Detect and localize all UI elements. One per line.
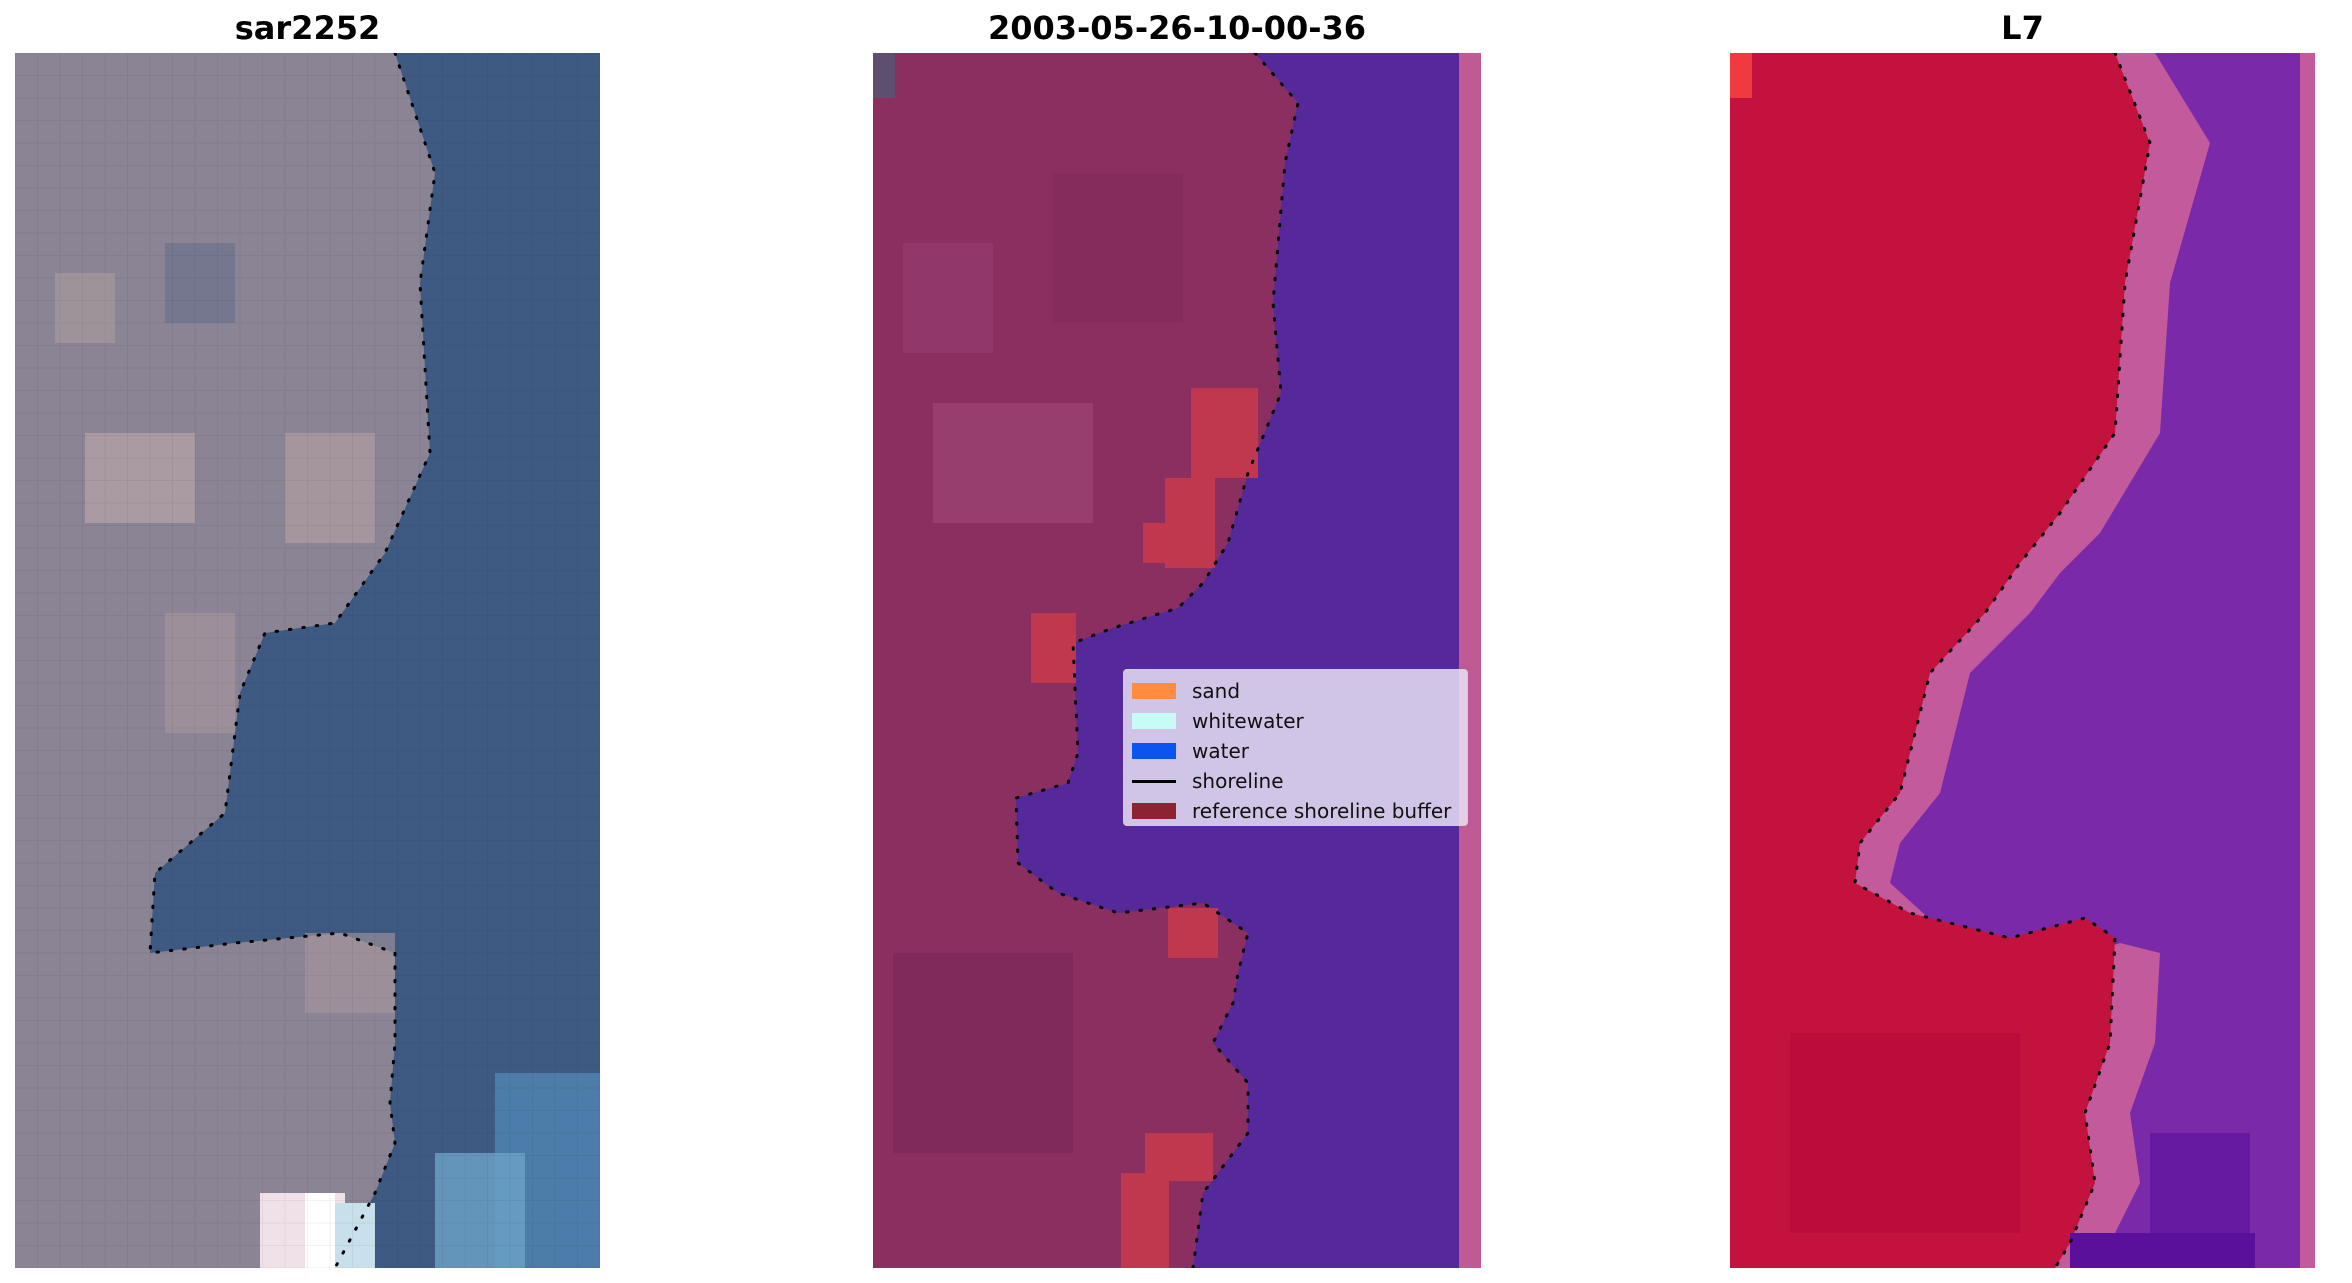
reference-buffer-patches xyxy=(1031,388,1258,1268)
panel-title-l7: L7 xyxy=(2001,9,2044,47)
l7-shoreline xyxy=(1853,53,2152,1268)
sar-image xyxy=(15,53,600,1268)
legend-swatch-reference-buffer xyxy=(1132,803,1176,819)
legend-swatch-whitewater xyxy=(1132,713,1176,729)
legend-label-reference-buffer: reference shoreline buffer xyxy=(1192,799,1452,823)
classified-image xyxy=(873,53,1481,1268)
legend-label-whitewater: whitewater xyxy=(1192,709,1304,733)
classified-shoreline xyxy=(1014,53,1300,1268)
legend-swatch-sand xyxy=(1132,683,1176,699)
legend-swatch-water xyxy=(1132,743,1176,759)
panel-title-date: 2003-05-26-10-00-36 xyxy=(987,9,1367,47)
classified-land-area xyxy=(873,53,1298,1268)
legend-swatch-shoreline xyxy=(1132,779,1176,783)
legend-item-shoreline: shoreline xyxy=(1132,766,1459,796)
legend-label-sand: sand xyxy=(1192,679,1241,703)
legend-label-shoreline: shoreline xyxy=(1192,769,1284,793)
sar-image-panel xyxy=(15,53,600,1268)
legend-item-water: water xyxy=(1132,736,1459,766)
legend-item-reference-buffer: reference shoreline buffer xyxy=(1132,796,1459,826)
legend-label-water: water xyxy=(1192,739,1249,763)
classified-image-panel xyxy=(873,53,1481,1268)
l7-index-image xyxy=(1730,53,2315,1268)
sar-shoreline xyxy=(148,53,437,1268)
panel-title-sar: sar2252 xyxy=(234,9,381,47)
map-legend: sand whitewater water shoreline referenc… xyxy=(1123,669,1468,826)
l7-index-panel xyxy=(1730,53,2315,1268)
legend-item-sand: sand xyxy=(1132,676,1459,706)
legend-item-whitewater: whitewater xyxy=(1132,706,1459,736)
classified-edge-strip xyxy=(1459,53,1481,1268)
